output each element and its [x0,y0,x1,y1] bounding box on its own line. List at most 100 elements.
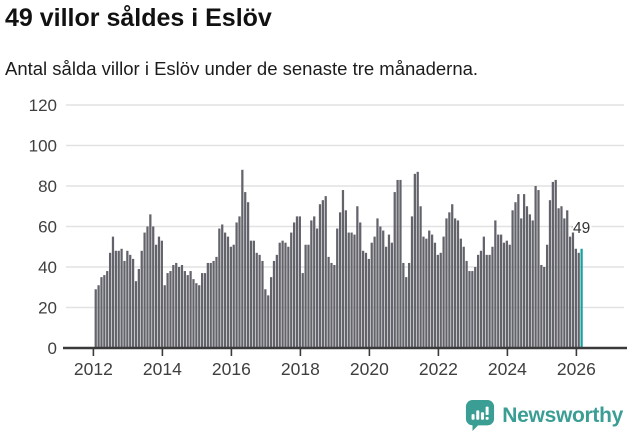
bar [246,202,250,348]
bar [537,190,540,348]
bar [416,171,419,348]
bar [195,283,198,348]
bar [344,210,347,348]
bar [235,222,238,348]
bar [525,206,529,348]
bar [350,232,353,348]
bar [129,254,132,348]
bar [198,285,201,348]
bar [560,206,563,348]
last-value-annotation: 49 [573,220,590,237]
bar [511,210,514,348]
bar [108,252,112,348]
bar [200,273,204,348]
bar [528,214,531,348]
bar [364,252,368,348]
bar [497,234,500,348]
bar [284,242,287,348]
bar [212,260,215,349]
bar [218,228,221,348]
bar [290,232,293,348]
bar [186,275,189,348]
bar [359,222,362,348]
bar [183,271,186,348]
bar [428,230,431,348]
bar [154,244,158,348]
bar [347,232,350,348]
bar [448,212,451,348]
bar [180,264,184,348]
bar [100,277,103,349]
bar [488,254,491,348]
bar [298,216,301,349]
bar [494,220,497,348]
bar [499,234,503,348]
bar [140,250,143,348]
bar [373,236,376,349]
bar [517,194,520,348]
y-axis-tick-label: 80 [38,177,57,196]
bar [221,224,224,348]
bar [103,275,106,348]
bar [430,234,434,348]
bar [433,242,437,348]
bar [301,273,304,348]
bar [223,232,227,348]
bar [465,260,468,349]
x-axis-tick-label: 2012 [74,359,113,379]
bar [249,240,253,348]
y-axis-tick-label: 60 [38,218,57,237]
bar [520,218,523,348]
bar [232,244,235,348]
bar [436,254,439,348]
bar [117,250,120,348]
bar [310,220,313,348]
bar [468,271,471,348]
bar [453,218,457,348]
bar [203,273,207,348]
bar [393,192,396,348]
bar [396,179,399,348]
bar [94,289,97,348]
bar [376,218,379,348]
bar [445,218,448,348]
bar [551,181,554,348]
bar [451,204,454,348]
x-axis-tick-label: 2014 [143,359,182,379]
bar [338,212,342,348]
bar [123,260,126,349]
x-axis-tick-label: 2026 [557,359,596,379]
bar [192,279,195,348]
bar [157,236,161,349]
bar [327,256,330,349]
bar [321,200,324,348]
bar [425,238,428,348]
bar [226,236,230,349]
bar [405,277,408,349]
bar [275,254,278,348]
x-axis-tick-label: 2020 [350,359,389,379]
y-axis-tick-label: 120 [29,96,57,115]
bar [574,248,577,348]
bar [407,262,411,348]
bar [384,246,388,348]
bar [131,258,135,348]
bar [241,169,244,348]
bar [474,267,477,348]
bar [272,260,276,349]
bar [459,238,462,348]
bar [166,273,169,348]
bar [336,228,339,348]
bar [261,260,264,349]
bar [97,285,100,348]
bar [534,186,537,348]
bar [330,262,333,348]
bar [258,254,261,348]
bar [485,254,488,348]
bar [545,244,549,348]
bar [126,250,129,348]
bar [267,295,270,348]
bar [502,242,506,348]
bar [333,264,336,348]
